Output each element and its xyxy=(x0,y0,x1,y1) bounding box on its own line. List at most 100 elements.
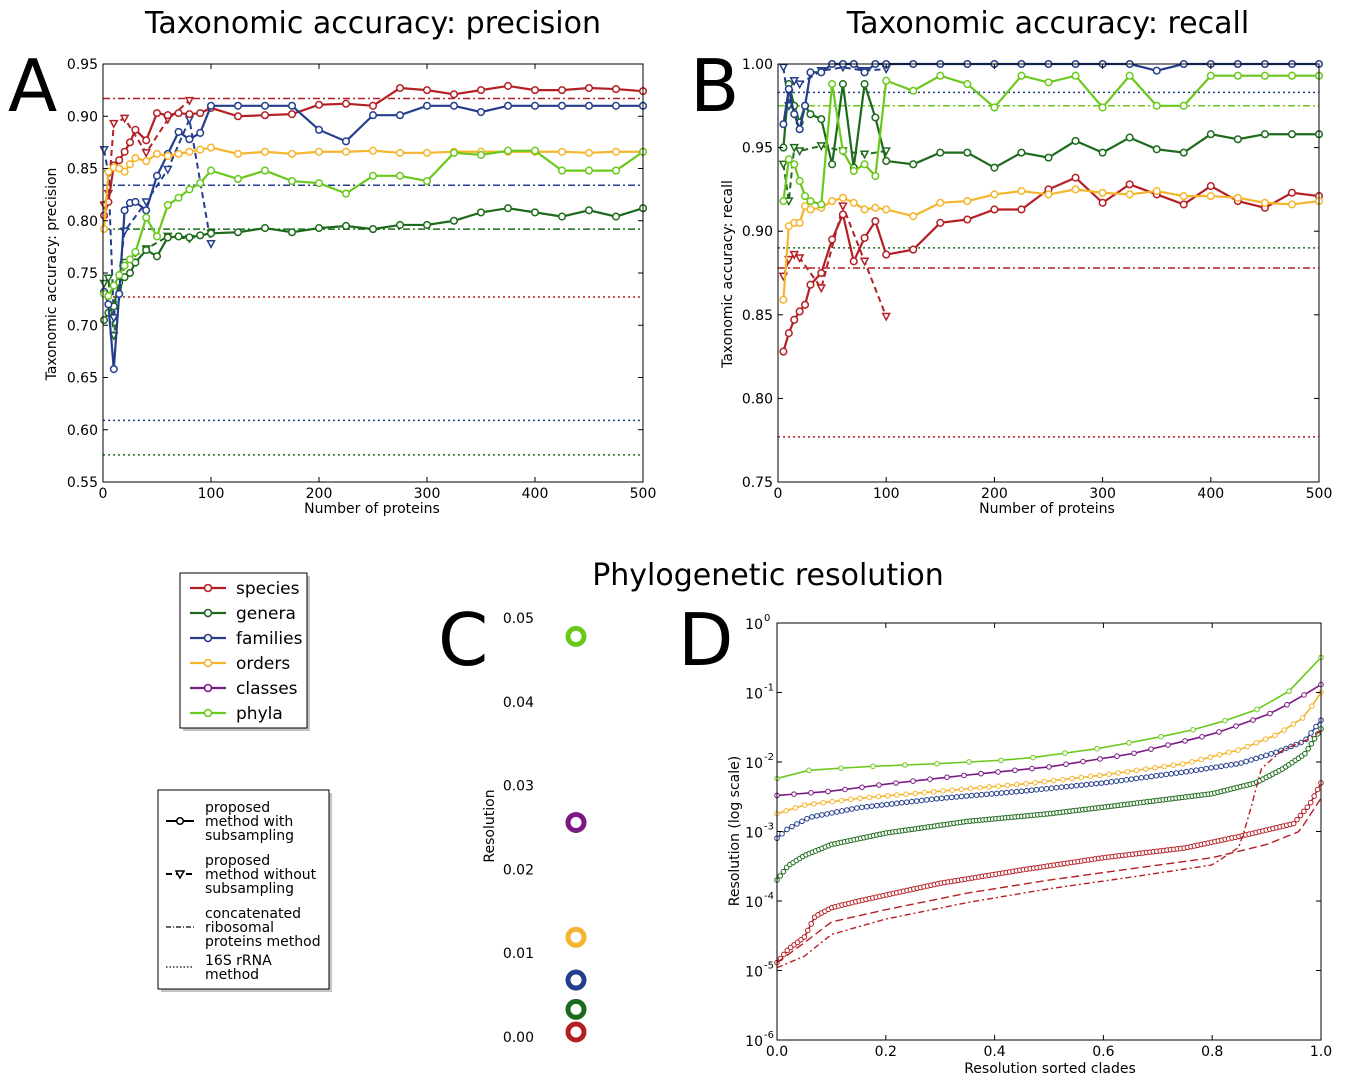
marker-circle-phyla xyxy=(936,71,945,80)
marker-circle-orders xyxy=(1244,743,1251,750)
marker-circle-families xyxy=(1093,780,1100,787)
marker-circle-phyla xyxy=(395,171,405,180)
marker-circle-genera xyxy=(990,163,999,172)
x-tick-label: 200 xyxy=(981,486,1008,502)
marker-circle-families xyxy=(928,796,935,803)
marker-circle-classes xyxy=(1114,753,1120,760)
marker-circle-species xyxy=(1304,804,1311,811)
marker-circle-families xyxy=(1043,785,1050,792)
marker-circle-species xyxy=(233,112,243,121)
marker-triangle-species xyxy=(838,202,848,212)
legend-method-label: proteins method xyxy=(205,934,321,950)
marker-circle-families xyxy=(174,127,183,136)
panel-c-letter: C xyxy=(438,598,488,682)
marker-circle-species xyxy=(125,138,135,147)
y-tick-label: 0.55 xyxy=(67,475,98,491)
marker-circle-species xyxy=(781,951,787,958)
marker-circle-orders xyxy=(1096,772,1103,779)
marker-circle-families xyxy=(854,805,860,811)
marker-circle-genera xyxy=(1308,740,1315,747)
marker-circle-families xyxy=(1098,780,1105,786)
x-tick-label: 100 xyxy=(198,486,225,502)
marker-circle-phyla xyxy=(503,146,513,155)
marker-circle-species xyxy=(1307,799,1314,806)
marker-circle-phyla xyxy=(314,179,324,188)
marker-circle-species xyxy=(115,156,124,165)
marker-circle-genera xyxy=(1125,133,1134,142)
marker-circle-orders xyxy=(1143,766,1149,772)
marker-circle-families xyxy=(784,826,790,833)
marker-circle-families xyxy=(1023,787,1030,794)
marker-circle-orders xyxy=(940,788,946,794)
marker-circle-orders xyxy=(104,167,113,176)
marker-circle-orders xyxy=(1198,756,1204,763)
marker-circle-orders xyxy=(1078,774,1085,781)
marker-circle-phyla xyxy=(125,255,135,264)
marker-circle-genera xyxy=(314,224,324,233)
y-tick-label: 0.85 xyxy=(742,308,773,324)
marker-circle-phyla xyxy=(449,148,459,157)
marker-circle-families xyxy=(794,821,800,827)
marker-circle-genera xyxy=(1152,145,1161,154)
marker-circle-phyla xyxy=(163,201,172,210)
marker-circle-species xyxy=(882,250,891,259)
y-tick-label: 0.03 xyxy=(503,779,534,795)
marker-circle-families xyxy=(395,111,405,120)
marker-circle-genera xyxy=(422,220,432,229)
marker-circle-genera xyxy=(780,868,787,875)
marker-circle-families xyxy=(879,802,885,808)
marker-circle-classes xyxy=(1250,717,1256,723)
marker-circle-families xyxy=(1133,775,1140,782)
y-tick-exponent: -3 xyxy=(764,822,774,833)
marker-circle-families xyxy=(809,814,815,820)
marker-circle-species xyxy=(395,83,405,93)
marker-circle-phyla xyxy=(849,166,858,176)
marker-circle-families xyxy=(1208,765,1215,771)
y-tick-label: 0.60 xyxy=(67,423,98,439)
legend-marker-phyla xyxy=(203,708,213,718)
legend-label-species: species xyxy=(236,579,300,599)
marker-circle-species xyxy=(1125,180,1134,189)
legend-method-label: ribosomal xyxy=(205,920,274,936)
y-tick-exponent: 0 xyxy=(764,613,770,624)
marker-circle-families xyxy=(1223,762,1229,769)
marker-circle-families xyxy=(789,823,795,830)
marker-circle-species xyxy=(963,215,972,224)
marker-circle-families xyxy=(948,794,955,801)
marker-circle-species xyxy=(1301,808,1307,815)
x-tick-label: 0.2 xyxy=(875,1044,897,1060)
plot-background xyxy=(777,623,1321,1040)
y-tick-exponent: -2 xyxy=(764,752,774,763)
marker-circle-classes xyxy=(978,770,984,777)
legend-method-label: subsampling xyxy=(205,881,294,897)
marker-circle-species xyxy=(1098,198,1107,207)
marker-circle-genera xyxy=(233,228,243,237)
marker-circle-genera xyxy=(1302,750,1308,757)
marker-circle-genera xyxy=(206,229,216,238)
y-tick-label: 0.75 xyxy=(742,475,773,491)
legend-marker-genera xyxy=(203,608,213,618)
marker-circle-orders xyxy=(142,157,151,166)
marker-circle-classes xyxy=(1131,750,1137,757)
marker-circle-phyla xyxy=(1125,71,1134,80)
legend-method-marker-triangle xyxy=(174,870,186,880)
marker-triangle-species xyxy=(109,119,119,129)
marker-circle-orders xyxy=(1013,781,1020,788)
marker-circle-phyla xyxy=(790,160,799,169)
marker-triangle-families xyxy=(794,80,805,90)
x-tick-label: 0.4 xyxy=(983,1044,1005,1060)
series-line-species-dashdot xyxy=(776,730,1322,969)
marker-circle-phyla xyxy=(1206,71,1215,80)
marker-circle-families xyxy=(869,803,875,809)
point-species xyxy=(565,1021,587,1043)
marker-circle-orders xyxy=(1044,190,1053,199)
marker-circle-phyla xyxy=(1044,78,1053,87)
y-tick-label: 0.80 xyxy=(742,391,773,407)
marker-circle-families xyxy=(804,815,810,822)
marker-circle-orders xyxy=(1050,777,1057,784)
marker-circle-classes xyxy=(1029,765,1035,772)
panel-d-plot-area: 0.0 0.2 0.4 0.6 0.8 1.010-610-510-410-310-210… xyxy=(745,613,1332,1060)
marker-circle-families xyxy=(864,803,870,810)
marker-circle-phyla xyxy=(109,281,118,290)
